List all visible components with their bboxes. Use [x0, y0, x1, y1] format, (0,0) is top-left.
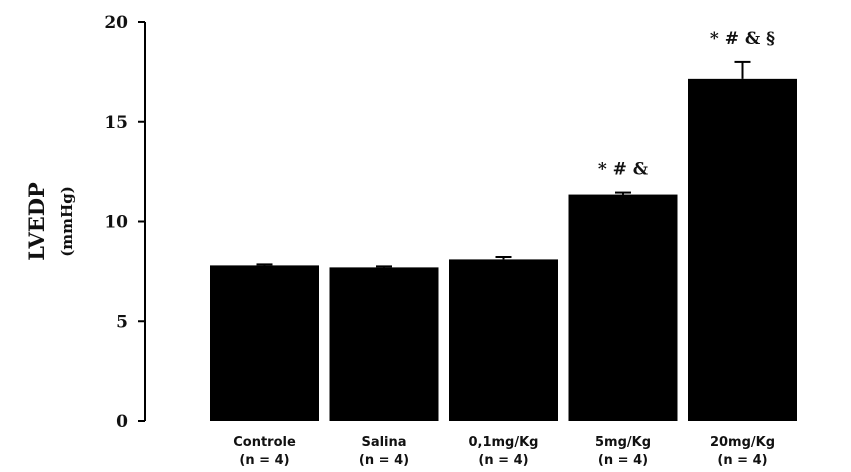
x-tick-label-n: (n = 4) [598, 453, 648, 468]
y-axis-unit-label: (mmHg) [58, 186, 76, 257]
y-tick-label: 15 [104, 113, 128, 133]
bar [329, 267, 439, 421]
x-tick-label: Controle [233, 435, 296, 450]
x-tick-label: 20mg/Kg [710, 435, 775, 450]
bar [688, 78, 797, 422]
significance-label: * # & [598, 160, 649, 180]
y-tick-label: 5 [116, 312, 128, 332]
y-tick-label: 0 [116, 412, 128, 432]
bar [210, 265, 319, 421]
x-tick-label-n: (n = 4) [239, 453, 289, 468]
y-axis-label: LVEDP [24, 182, 49, 261]
x-tick-label: 0,1mg/Kg [468, 435, 538, 450]
x-tick-label-n: (n = 4) [717, 453, 767, 468]
y-axis-title: LVEDP (mmHg) [24, 182, 76, 261]
x-tick-label-n: (n = 4) [359, 453, 409, 468]
x-tick-label-n: (n = 4) [478, 453, 528, 468]
bar [449, 259, 558, 421]
plot-area: 0 5 10 15 20 Controle (n = 4) Salina (n = 4) 0,1m… [104, 13, 797, 468]
y-tick-label: 20 [104, 13, 128, 33]
x-tick-label: 5mg/Kg [595, 435, 651, 450]
bar [568, 194, 678, 421]
y-tick-label: 10 [104, 213, 128, 233]
x-tick-label: Salina [361, 435, 406, 450]
significance-label: * # & § [710, 29, 775, 49]
